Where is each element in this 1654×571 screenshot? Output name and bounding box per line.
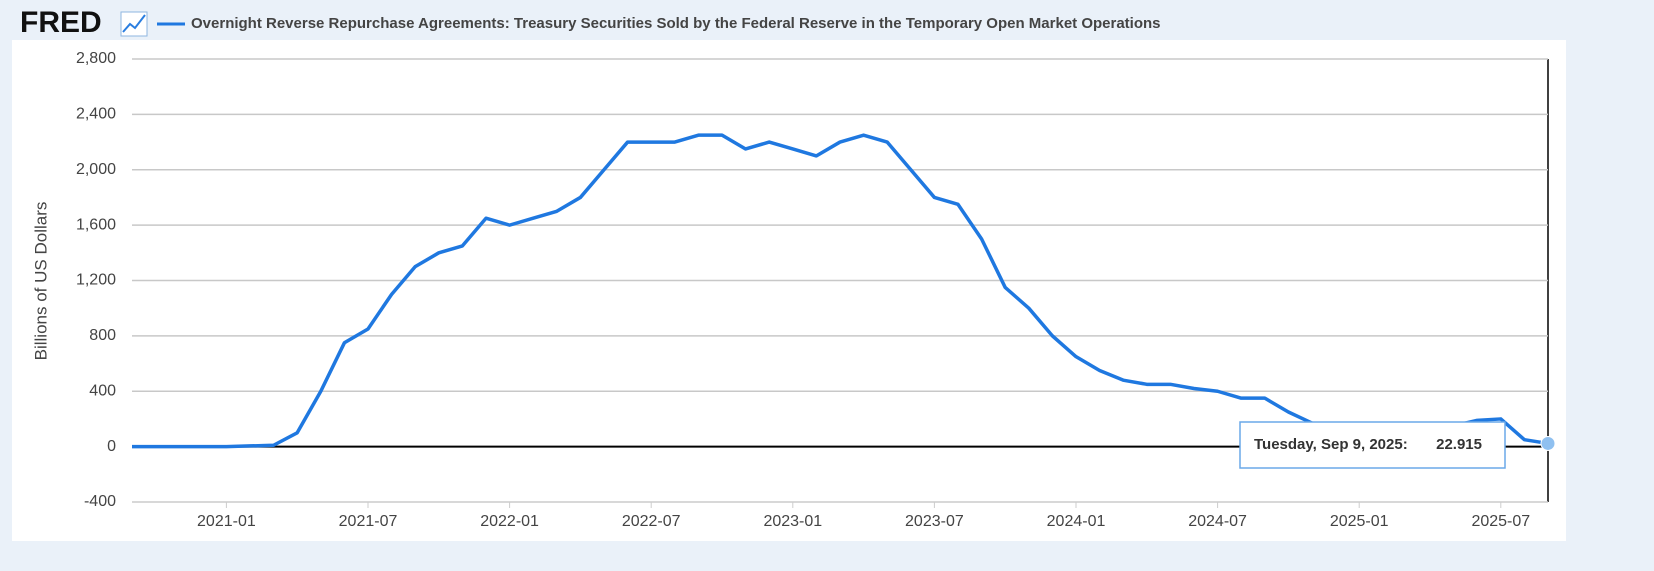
y-tick-label: 400 [89, 382, 116, 399]
y-tick-label: 2,400 [76, 106, 116, 123]
y-tick-label: 2,800 [76, 50, 116, 67]
hover-point [1540, 435, 1556, 451]
tooltip: Tuesday, Sep 9, 2025: 22.915 [1239, 421, 1506, 469]
y-tick-label: 1,600 [76, 216, 116, 233]
brand: FRED [20, 6, 102, 39]
x-tick-label: 2021-01 [197, 513, 256, 530]
x-tick-label: 2024-07 [1188, 513, 1247, 530]
brand-icon [120, 11, 148, 37]
y-tick-label: 0 [107, 438, 116, 455]
x-tick-label: 2025-07 [1471, 513, 1530, 530]
x-tick-label: 2022-07 [622, 513, 681, 530]
y-tick-label: -400 [84, 493, 116, 510]
x-tick-label: 2025-01 [1330, 513, 1389, 530]
y-tick-label: 2,000 [76, 161, 116, 178]
tooltip-label: Tuesday, Sep 9, 2025: [1254, 436, 1408, 453]
y-axis-label: Billions of US Dollars [31, 202, 50, 361]
x-tick-label: 2023-07 [905, 513, 964, 530]
x-tick-label: 2021-07 [339, 513, 398, 530]
x-tick-label: 2023-01 [763, 513, 822, 530]
y-tick-label: 800 [89, 327, 116, 344]
x-tick-label: 2022-01 [480, 513, 539, 530]
x-tick-label: 2024-01 [1047, 513, 1106, 530]
tooltip-value: 22.915 [1436, 436, 1482, 453]
y-tick-label: 1,200 [76, 272, 116, 289]
legend-label: Overnight Reverse Repurchase Agreements:… [191, 15, 1161, 32]
tooltip-box [1239, 421, 1506, 469]
